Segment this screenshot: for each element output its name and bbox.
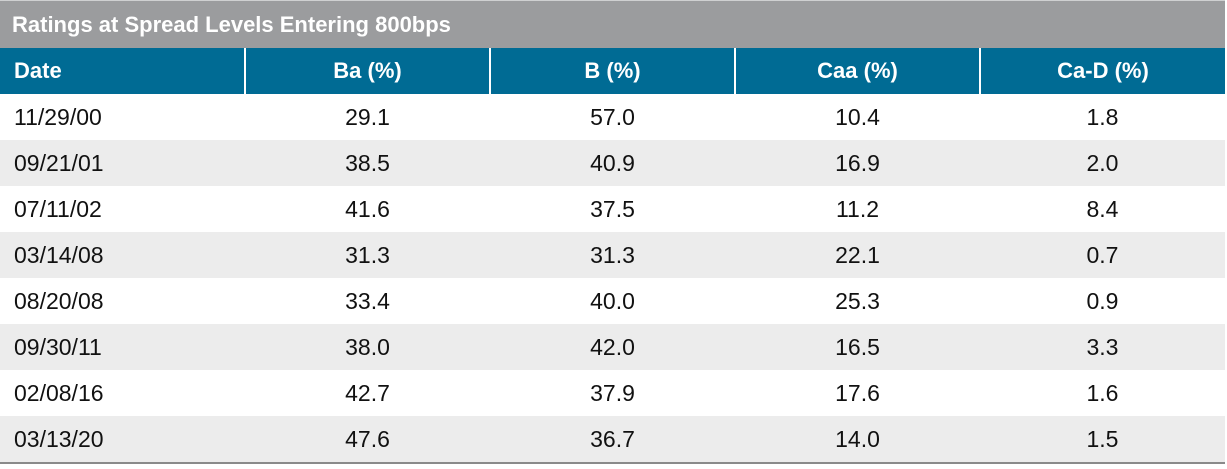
column-header-ca-d: Ca-D (%): [980, 48, 1225, 94]
header-row: Date Ba (%) B (%) Caa (%) Ca-D (%): [0, 48, 1225, 94]
cell-ba: 29.1: [345, 103, 390, 130]
cell-ba: 41.6: [345, 195, 390, 222]
table-row: 03/13/20 47.6 36.7 14.0 1.5: [0, 416, 1225, 464]
table-row: 08/20/08 33.4 40.0 25.3 0.9: [0, 278, 1225, 324]
cell-caa: 10.4: [835, 103, 880, 130]
cell-caa: 17.6: [835, 379, 880, 406]
table-row: 02/08/16 42.7 37.9 17.6 1.6: [0, 370, 1225, 416]
cell-ba: 38.5: [245, 140, 490, 186]
cell-date: 08/20/08: [14, 287, 104, 314]
cell-b: 42.0: [490, 324, 735, 370]
cell-ba: 33.4: [345, 287, 390, 314]
table-row: 03/14/08 31.3 31.3 22.1 0.7: [0, 232, 1225, 278]
cell-date: 09/30/11: [0, 324, 245, 370]
ratings-table: Date Ba (%) B (%) Caa (%) Ca-D (%) 11/29…: [0, 48, 1225, 464]
cell-b: 36.7: [490, 416, 735, 464]
cell-b: 31.3: [490, 232, 735, 278]
cell-b: 37.5: [590, 195, 635, 222]
cell-ba: 42.7: [345, 379, 390, 406]
cell-caa: 16.5: [735, 324, 980, 370]
cell-caa: 25.3: [835, 287, 880, 314]
column-header-ba: Ba (%): [245, 48, 491, 94]
cell-date: 07/11/02: [14, 195, 102, 222]
cell-ba: 47.6: [245, 416, 490, 464]
table-row: 11/29/00 29.1 57.0 10.4 1.8: [0, 94, 1225, 140]
column-header-b: B (%): [490, 48, 736, 94]
column-header-date: Date: [0, 48, 246, 94]
cell-ba: 38.0: [245, 324, 490, 370]
cell-b: 40.0: [590, 287, 635, 314]
cell-date: 03/13/20: [0, 416, 245, 464]
cell-b: 57.0: [590, 103, 635, 130]
cell-b: 40.9: [490, 140, 735, 186]
cell-ca-d: 1.5: [980, 416, 1225, 464]
cell-ca-d: 0.9: [1086, 287, 1119, 314]
table-row: 09/30/11 38.0 42.0 16.5 3.3: [0, 324, 1225, 370]
table-title: Ratings at Spread Levels Entering 800bps: [0, 0, 1225, 48]
cell-date: 02/08/16: [14, 379, 104, 406]
cell-date: 03/14/08: [0, 232, 245, 278]
cell-ca-d: 1.8: [1086, 103, 1119, 130]
cell-ca-d: 0.7: [980, 232, 1225, 278]
cell-ba: 31.3: [245, 232, 490, 278]
cell-caa: 22.1: [735, 232, 980, 278]
cell-ca-d: 1.6: [1086, 379, 1119, 406]
table-row: 07/11/02 41.6 37.5 11.2 8.4: [0, 186, 1225, 232]
cell-date: 11/29/00: [14, 103, 102, 130]
cell-caa: 11.2: [835, 195, 880, 222]
cell-b: 37.9: [590, 379, 635, 406]
table-row: 09/21/01 38.5 40.9 16.9 2.0: [0, 140, 1225, 186]
cell-ca-d: 2.0: [980, 140, 1225, 186]
cell-caa: 16.9: [735, 140, 980, 186]
column-header-caa: Caa (%): [735, 48, 981, 94]
cell-date: 09/21/01: [0, 140, 245, 186]
cell-caa: 14.0: [735, 416, 980, 464]
cell-ca-d: 3.3: [980, 324, 1225, 370]
cell-ca-d: 8.4: [1086, 195, 1119, 222]
